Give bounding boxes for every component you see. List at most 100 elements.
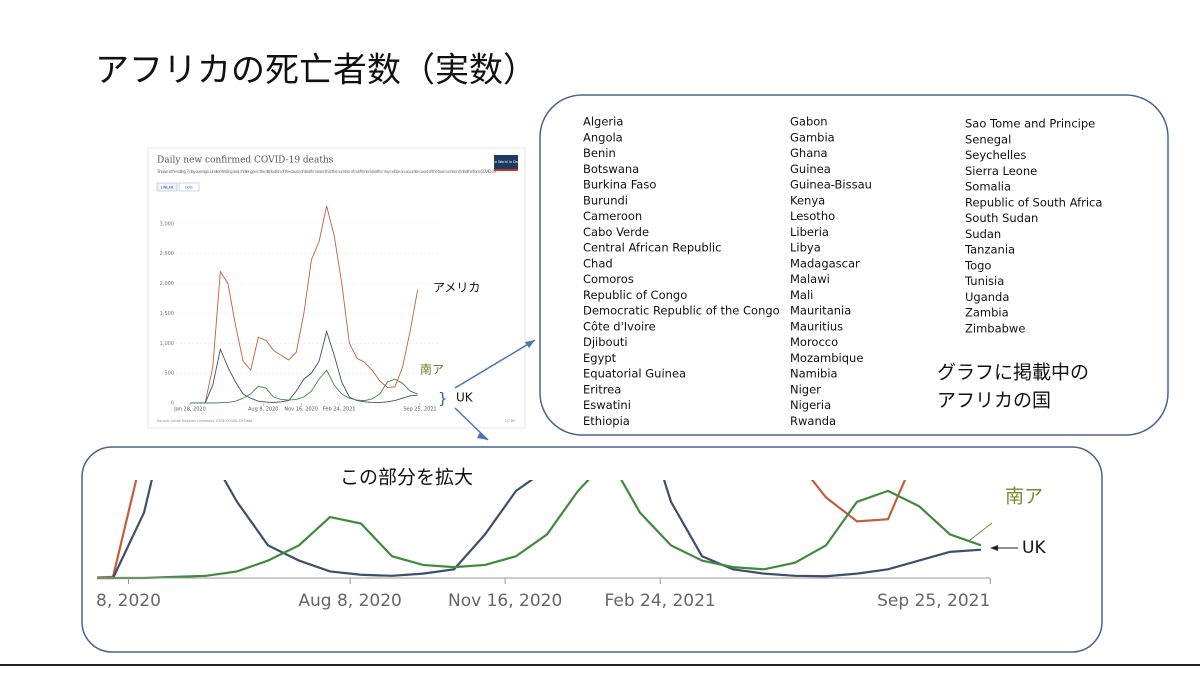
country: Ethiopia [583,414,630,428]
x-tick-label: 8, 2020 [96,591,161,611]
country: Algeria [583,115,623,129]
arrow-head [525,340,535,348]
scale-button-label: LINEAR [161,186,174,190]
arrow-head [477,432,488,440]
country: Mali [790,288,813,302]
country: Botswana [583,162,639,176]
annotation: UK [456,391,474,405]
chart-image [147,147,526,429]
country: Eswatini [583,398,631,412]
country: Zimbabwe [965,321,1025,335]
country: Libya [790,241,821,255]
callout: グラフに掲載中の [937,362,1089,384]
y-tick-label: 2,000 [160,281,174,287]
country: Comoros [583,272,634,286]
country: Zambia [965,306,1009,320]
country: Republic of Congo [583,288,687,302]
y-tick-label: 0 [171,401,174,407]
country: Côte d'Ivoire [583,319,656,333]
country: Tunisia [964,274,1004,288]
annotation: UK [1022,538,1046,558]
pointer-head [990,545,998,551]
chart-title: Daily new confirmed COVID-19 deaths [157,156,334,166]
country: Republic of South Africa [965,195,1102,209]
annotation: 南ア [1005,486,1043,508]
x-tick-label: Aug 8, 2020 [248,407,278,413]
source: Source: Johns Hopkins University CSSE CO… [157,419,252,423]
series-line [190,205,419,404]
country-box [539,94,1169,436]
country: Djibouti [583,335,628,349]
scale-button-label: LOG [185,186,193,190]
y-tick-label: 3,000 [160,221,174,227]
x-tick-label: Feb 24, 2021 [605,591,716,611]
country: South Sudan [965,211,1038,225]
logo [494,155,518,171]
country: Sierra Leone [965,164,1037,178]
country: Sudan [965,227,1001,241]
country: Niger [790,382,821,396]
zoom-caption: この部分を拡大 [340,467,473,489]
chart-subtitle: Shown is the rolling 7-day average. Limi… [157,169,497,174]
country: Madagascar [790,256,860,270]
country: Tanzania [964,243,1015,257]
x-tick-label: Jan 28, 2020 [173,407,206,413]
x-tick-label: Nov 16, 2020 [448,591,562,611]
country: Nigeria [790,398,831,412]
slide-title: アフリカの死亡者数（実数） [95,51,537,91]
country: Angola [583,130,623,144]
country: Guinea [790,162,831,176]
arrow [454,339,536,389]
country: Sao Tome and Principe [965,117,1095,131]
country: Equatorial Guinea [583,367,686,381]
brace: } [438,390,448,408]
series-line [97,480,982,580]
series-line [190,369,418,404]
country: Cabo Verde [583,225,649,239]
y-tick-label: 500 [164,371,174,377]
zoom-box [81,446,1103,653]
country: Guinea-Bissau [790,178,872,192]
country: Gambia [790,130,835,144]
country: Lesotho [790,209,835,223]
country: Seychelles [965,148,1026,162]
country: Mauritania [790,304,851,318]
annotation: アメリカ [433,281,480,295]
country: Benin [583,146,616,160]
scale-button [178,182,200,192]
zoom-plot [97,480,982,580]
x-tick-label: Sep 25, 2021 [403,407,436,413]
country: Gabon [790,115,828,129]
country: Chad [583,256,613,270]
x-tick-label: Sep 25, 2021 [877,591,990,611]
country: Burundi [583,193,628,207]
country: Togo [964,258,991,272]
country: Cameroon [583,209,642,223]
country: Namibia [790,367,838,381]
country: Mauritius [790,319,843,333]
x-tick-label: Aug 8, 2020 [298,591,402,611]
x-tick-label: Nov 16, 2020 [284,407,318,413]
series-line [97,480,907,579]
callout: アフリカの国 [937,390,1051,412]
series-line [190,329,418,404]
country: Kenya [790,193,825,207]
country: Democratic Republic of the Congo [583,304,780,318]
country: Eritrea [583,382,621,396]
x-tick-label: Feb 24, 2021 [323,407,356,413]
country: Somalia [965,180,1011,194]
logo-text: Our World in Data [491,160,521,164]
country: Burkina Faso [583,178,656,192]
series-line [97,480,982,580]
y-tick-label: 1,500 [160,311,174,317]
country: Central African Republic [583,241,721,255]
y-tick-label: 1,000 [160,341,174,347]
country: Liberia [790,225,829,239]
country: Mozambique [790,351,863,365]
scale-button [156,182,178,192]
country: Rwanda [790,414,836,428]
country: Malawi [790,272,830,286]
country: Ghana [790,146,828,160]
country: Uganda [965,290,1009,304]
